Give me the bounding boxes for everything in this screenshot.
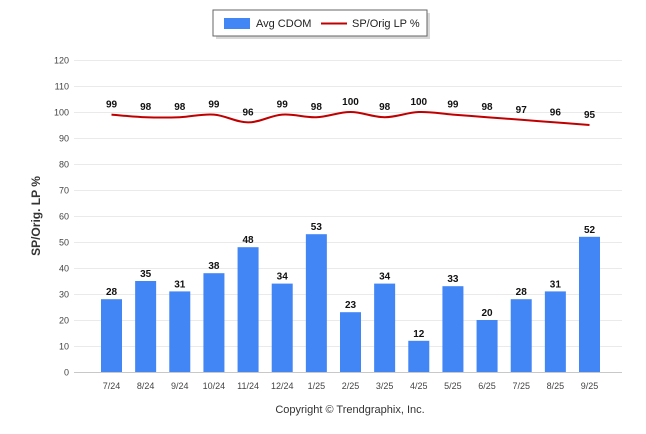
bar-7/24 xyxy=(101,299,122,372)
x-tick-label-7/24: 7/24 xyxy=(103,381,121,391)
line-value-label-7/25: 97 xyxy=(516,105,528,116)
bar-5/25 xyxy=(442,286,463,372)
x-tick-label-12/24: 12/24 xyxy=(271,381,294,391)
legend-line-label: SP/Orig LP % xyxy=(352,18,420,30)
legend-bar-label: Avg CDOM xyxy=(256,18,311,30)
x-tick-label-10/24: 10/24 xyxy=(203,381,226,391)
line-value-label-5/25: 99 xyxy=(447,100,459,111)
bar-value-label-4/25: 12 xyxy=(413,329,425,340)
y-tick-label-70: 70 xyxy=(59,186,69,196)
bar-value-label-9/25: 52 xyxy=(584,225,596,236)
bar-4/25 xyxy=(408,341,429,372)
bar-value-label-8/24: 35 xyxy=(140,269,152,280)
y-tick-label-110: 110 xyxy=(55,82,69,92)
bar-8/25 xyxy=(545,291,566,372)
x-tick-label-9/24: 9/24 xyxy=(171,381,189,391)
line-value-label-11/24: 96 xyxy=(243,107,255,118)
x-tick-label-2/25: 2/25 xyxy=(342,381,360,391)
bar-value-label-7/24: 28 xyxy=(106,287,118,298)
y-tick-label-50: 50 xyxy=(59,238,69,248)
bar-value-label-11/24: 48 xyxy=(243,235,255,246)
bar-value-label-6/25: 20 xyxy=(482,308,494,319)
x-tick-label-5/25: 5/25 xyxy=(444,381,462,391)
line-value-label-7/24: 99 xyxy=(106,100,118,111)
x-tick-label-6/25: 6/25 xyxy=(478,381,496,391)
copyright-credit: Copyright © Trendgraphix, Inc. xyxy=(275,404,424,416)
bar-10/24 xyxy=(203,273,224,372)
y-axis-title: SP/Orig. LP % xyxy=(29,176,43,256)
line-value-label-8/24: 98 xyxy=(140,102,152,113)
x-tick-label-11/24: 11/24 xyxy=(237,381,259,391)
bar-value-label-12/24: 34 xyxy=(277,272,289,283)
y-tick-label-20: 20 xyxy=(59,316,69,326)
line-value-label-3/25: 98 xyxy=(379,102,391,113)
line-value-label-12/24: 99 xyxy=(277,100,289,111)
y-tick-label-90: 90 xyxy=(59,134,69,144)
bar-value-label-7/25: 28 xyxy=(516,287,528,298)
line-value-label-10/24: 99 xyxy=(208,100,220,111)
line-value-label-8/25: 96 xyxy=(550,107,562,118)
legend-bar-swatch xyxy=(224,18,250,29)
line-value-label-9/24: 98 xyxy=(174,102,186,113)
bar-value-label-2/25: 23 xyxy=(345,300,357,311)
y-tick-label-100: 100 xyxy=(54,108,69,118)
bar-9/24 xyxy=(169,291,190,372)
bar-9/25 xyxy=(579,237,600,372)
y-tick-label-120: 120 xyxy=(54,56,69,66)
bar-3/25 xyxy=(374,284,395,372)
line-value-label-4/25: 100 xyxy=(410,97,427,108)
y-tick-label-60: 60 xyxy=(59,212,69,222)
bar-value-label-5/25: 33 xyxy=(447,274,459,285)
y-axis-ticks: 0 10 20 30 40 50 60 70 80 90 100 110 120 xyxy=(54,56,69,378)
x-tick-label-3/25: 3/25 xyxy=(376,381,394,391)
bar-value-label-1/25: 53 xyxy=(311,222,323,233)
bar-2/25 xyxy=(340,312,361,372)
x-tick-label-9/25: 9/25 xyxy=(581,381,599,391)
bar-6/25 xyxy=(477,320,498,372)
y-tick-label-10: 10 xyxy=(59,342,69,352)
y-tick-label-30: 30 xyxy=(59,290,69,300)
y-tick-label-40: 40 xyxy=(59,264,69,274)
y-tick-label-0: 0 xyxy=(64,368,69,378)
x-axis-ticks: 7/24 8/24 9/24 10/24 11/24 12/24 1/25 2/25 3/25 4… xyxy=(103,381,599,391)
x-tick-label-1/25: 1/25 xyxy=(308,381,326,391)
bar-8/24 xyxy=(135,281,156,372)
x-tick-label-8/25: 8/25 xyxy=(547,381,565,391)
bar-value-label-9/24: 31 xyxy=(174,279,186,290)
chart-svg: Avg CDOM SP/Orig LP % 0 10 20 30 40 50 60 70 80 9… xyxy=(0,0,646,434)
x-tick-label-8/24: 8/24 xyxy=(137,381,155,391)
line-value-label-6/25: 98 xyxy=(482,102,494,113)
bar-12/24 xyxy=(272,284,293,372)
legend[interactable]: Avg CDOM SP/Orig LP % xyxy=(213,10,430,39)
x-tick-label-4/25: 4/25 xyxy=(410,381,428,391)
bar-7/25 xyxy=(511,299,532,372)
line-value-label-1/25: 98 xyxy=(311,102,323,113)
line-value-label-2/25: 100 xyxy=(342,97,359,108)
y-tick-label-80: 80 xyxy=(59,160,69,170)
bar-value-label-3/25: 34 xyxy=(379,272,391,283)
bar-value-label-10/24: 38 xyxy=(208,261,220,272)
bar-value-label-8/25: 31 xyxy=(550,279,562,290)
bar-11/24 xyxy=(238,247,259,372)
bar-1/25 xyxy=(306,234,327,372)
x-tick-label-7/25: 7/25 xyxy=(512,381,530,391)
line-value-label-9/25: 95 xyxy=(584,110,596,121)
